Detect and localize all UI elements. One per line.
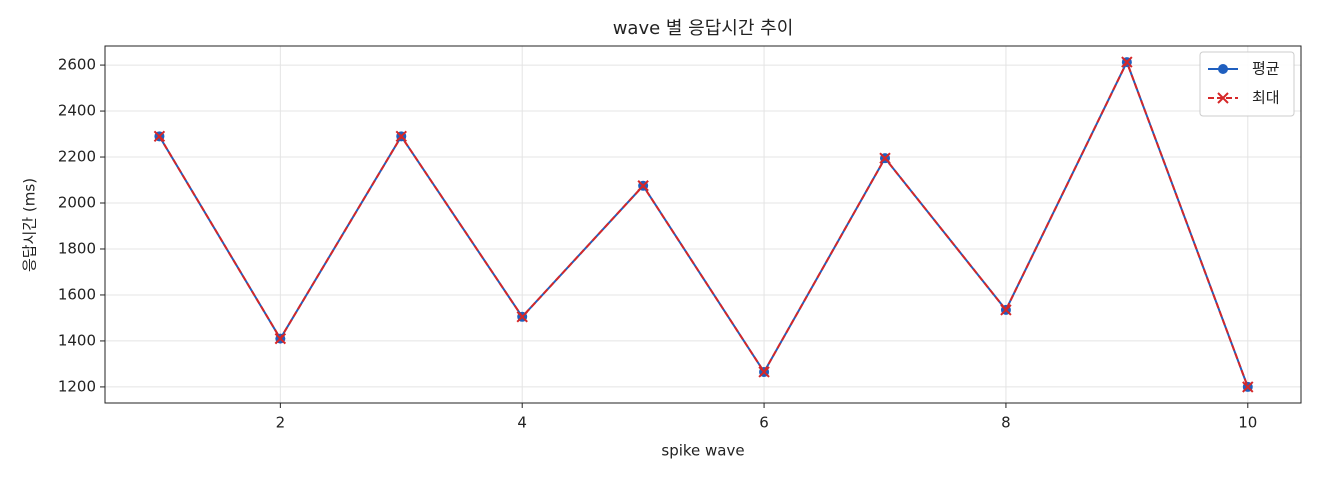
series-line — [158, 59, 1249, 388]
marker — [879, 152, 891, 164]
marker — [1000, 304, 1012, 316]
marker — [274, 332, 287, 345]
y-tick-label: 2000 — [58, 194, 96, 212]
x-tick-label: 8 — [1001, 414, 1011, 432]
marker — [758, 366, 770, 378]
marker — [637, 180, 649, 192]
marker — [1242, 381, 1254, 393]
x-axis-label: spike wave — [661, 442, 744, 460]
legend-marker — [1217, 92, 1229, 104]
y-tick-label: 1400 — [58, 331, 96, 349]
y-axis-label: 응답시간 (ms) — [21, 178, 39, 272]
legend-box — [1199, 51, 1295, 117]
legend-label: 최대 — [1252, 89, 1280, 107]
chart-title: wave 별 응답시간 추이 — [613, 18, 794, 39]
marker — [395, 130, 407, 143]
y-tick-label: 2600 — [58, 56, 96, 74]
x-tick-label: 10 — [1238, 414, 1257, 432]
marker — [1121, 56, 1133, 68]
y-tick-label: 1800 — [58, 239, 96, 257]
legend-label: 평균 — [1252, 60, 1280, 78]
x-tick-label: 4 — [517, 414, 527, 432]
y-tick-label: 1200 — [58, 377, 96, 395]
x-tick-label: 2 — [276, 414, 286, 432]
y-tick-label: 1600 — [58, 285, 96, 303]
marker — [153, 130, 166, 143]
legend-marker — [1218, 64, 1228, 74]
plot-frame — [104, 45, 1302, 404]
y-tick-label: 2200 — [58, 148, 96, 166]
x-tick-label: 6 — [759, 414, 769, 432]
y-tick-label: 2400 — [58, 102, 96, 120]
marker — [516, 311, 528, 323]
